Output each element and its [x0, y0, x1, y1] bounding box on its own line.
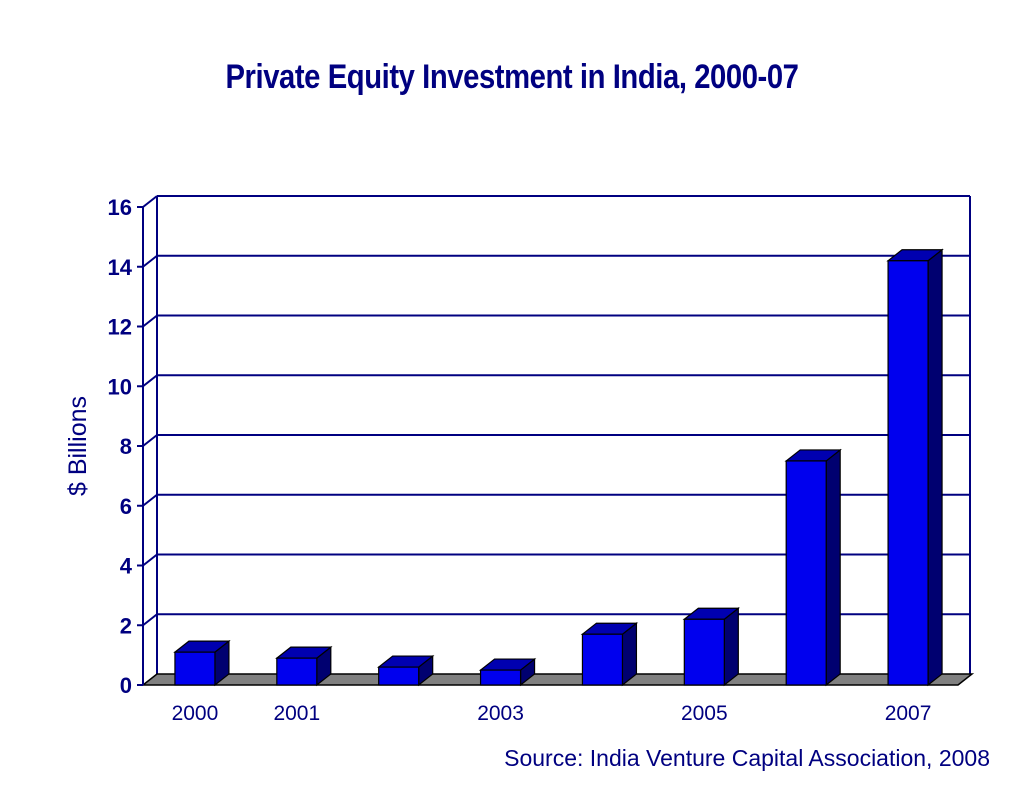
x-tick-label: 2000	[172, 702, 219, 725]
y-tick-labels: 0 2 4 6 8 10 12 14 16	[108, 195, 133, 698]
gridline-depth	[142, 434, 158, 447]
bar	[682, 607, 741, 687]
y-tick-label: 0	[120, 673, 132, 698]
y-tick-label: 4	[120, 554, 133, 579]
chart-title: Private Equity Investment in India, 2000…	[225, 58, 799, 96]
bar-side	[723, 607, 739, 687]
bar-front	[479, 669, 522, 686]
gridline-depth	[142, 613, 158, 627]
gridline-depth	[142, 314, 158, 328]
bar	[886, 248, 944, 687]
x-tick-label: 2003	[477, 702, 524, 725]
x-tick-labels: 2000 2001 2003 2005 2007	[172, 702, 932, 725]
y-tick-label: 10	[108, 374, 132, 399]
bar-front	[581, 633, 624, 686]
x-tick-label: 2007	[885, 702, 932, 725]
bar	[275, 645, 333, 687]
grid-lines	[142, 195, 971, 674]
x-tick-label: 2005	[681, 702, 728, 725]
gridline-depth	[142, 374, 158, 388]
y-tick-label: 12	[108, 315, 132, 340]
chart-floor	[140, 673, 975, 686]
bar-front	[174, 651, 216, 686]
gridline-depth	[142, 254, 158, 268]
gridline-depth	[142, 493, 158, 507]
bar-front	[785, 460, 827, 686]
bars	[173, 248, 944, 687]
y-tick-label: 2	[120, 613, 132, 638]
y-axis-label: $ Billions	[64, 396, 92, 496]
gridline-depth	[142, 195, 158, 208]
bar-front	[887, 260, 929, 686]
bar-front	[276, 657, 318, 686]
gridline-depth	[142, 553, 158, 567]
bar	[478, 657, 537, 687]
source-note: Source: India Venture Capital Associatio…	[504, 745, 990, 771]
bar-front	[683, 618, 725, 686]
x-tick-label: 2001	[273, 702, 320, 725]
bar	[376, 654, 435, 687]
bar-side	[825, 448, 841, 687]
bar-front	[378, 666, 420, 686]
bar-side	[927, 248, 943, 687]
y-axis	[137, 206, 144, 686]
y-tick-label: 6	[120, 494, 132, 519]
floor-plane	[140, 673, 975, 686]
bar	[173, 639, 231, 687]
y-tick-label: 14	[108, 255, 133, 280]
bar	[580, 621, 639, 687]
bar	[784, 448, 842, 687]
y-tick-label: 8	[120, 434, 132, 459]
y-tick-label: 16	[108, 195, 132, 220]
